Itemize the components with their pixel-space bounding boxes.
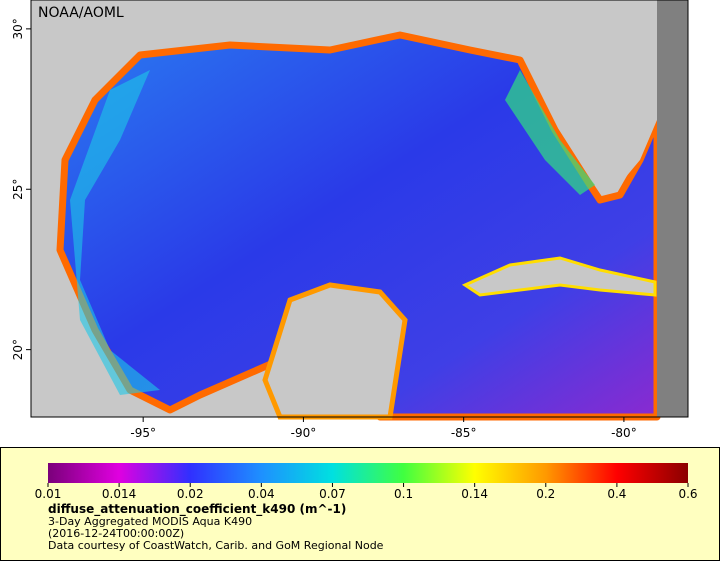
colorbar-tick-label: 0.2 [536,487,555,501]
colorbar-tick-label: 0.04 [248,487,275,501]
colorbar-tick-label: 0.4 [607,487,626,501]
map: NOAA/AOML [30,0,689,421]
shelf-water [70,70,160,395]
colorbar-tick-label: 0.1 [394,487,413,501]
yucatan [262,282,408,420]
florida [575,0,657,190]
x-tick-label: -80° [611,426,637,440]
y-tick-label: 25° [11,179,25,200]
colorbar-tick-label: 0.07 [319,487,346,501]
colorbar-tick-label: 0.02 [177,487,204,501]
time-label: (2016-12-24T00:00:00Z) [48,527,184,540]
variable-label: diffuse_attenuation_coefficient_k490 (m^… [48,502,346,517]
x-tick-label: -85° [451,426,477,440]
shelf-water [505,70,595,195]
x-tick-label: -90° [291,426,317,440]
x-tick-label: -95° [130,426,156,440]
colorbar-tick-label: 0.6 [678,487,697,501]
map-credit: NOAA/AOML [38,5,124,21]
credit-label: Data courtesy of CoastWatch, Carib. and … [48,539,384,552]
colorbar-tick-label: 0.14 [461,487,488,501]
colorbar-tick-label: 0.014 [102,487,136,501]
y-tick-label: 20° [11,339,25,360]
legend: diffuse_attenuation_coefficient_k490 (m^… [0,447,720,561]
map-frame [30,0,689,418]
colorbar-tick-label: 0.01 [35,487,62,501]
colorbar [48,463,688,483]
no-data-strip [657,0,688,417]
cuba [461,256,657,297]
dataset-label: 3-Day Aggregated MODIS Aqua K490 [48,515,252,528]
y-tick-label: 30° [11,18,25,39]
